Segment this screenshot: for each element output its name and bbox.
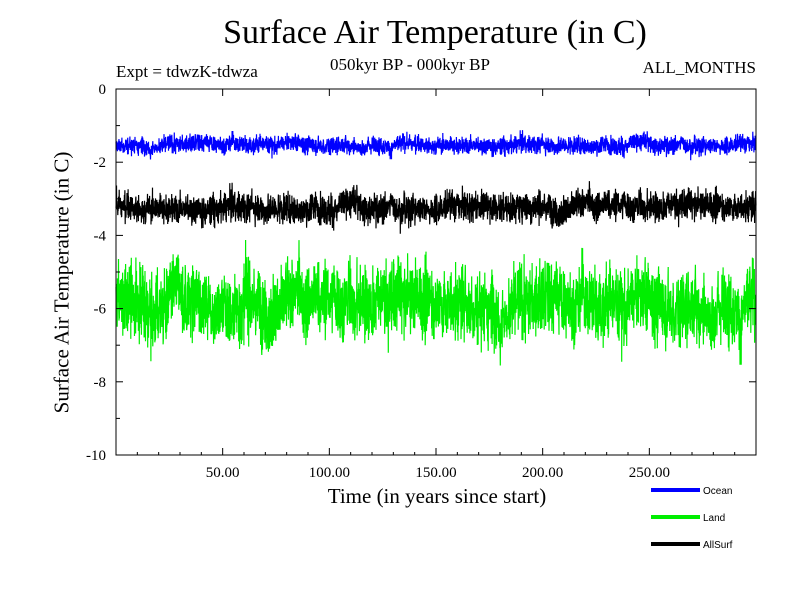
y-tick-label: -8 [94,375,107,391]
y-tick-label: -4 [94,228,107,244]
experiment-label: Expt = tdwzK-tdwza [116,62,258,81]
x-tick-label: 50.00 [206,465,240,481]
legend-label-land: Land [703,513,725,524]
series-layer [115,130,757,366]
series-line-land [115,239,757,366]
legend-label-allsurf: AllSurf [703,540,733,551]
legend-label-ocean: Ocean [703,486,732,497]
y-tick-label: 0 [99,82,107,98]
x-tick-label: 200.00 [522,465,563,481]
axis-layer: 50.00 100.00 150.00 200.00 250.00 0 -2 -4 -6 -8 -1… [86,82,756,481]
x-axis-label: Time (in years since start) [327,484,547,508]
x-tick-label: 150.00 [415,465,456,481]
x-tick-label: 250.00 [629,465,670,481]
y-tick-label: -2 [94,155,107,171]
months-label: ALL_MONTHS [642,58,756,77]
x-tick-label: 100.00 [309,465,350,481]
chart-subtitle: 050kyr BP - 000kyr BP [330,55,490,74]
y-tick-label: -6 [94,302,107,318]
legend: Ocean Land AllSurf [651,486,733,551]
chart-title: Surface Air Temperature (in C) [223,14,647,51]
series-line-allsurf [115,181,757,234]
series-line-ocean [115,130,757,161]
y-tick-label: -10 [86,448,106,464]
